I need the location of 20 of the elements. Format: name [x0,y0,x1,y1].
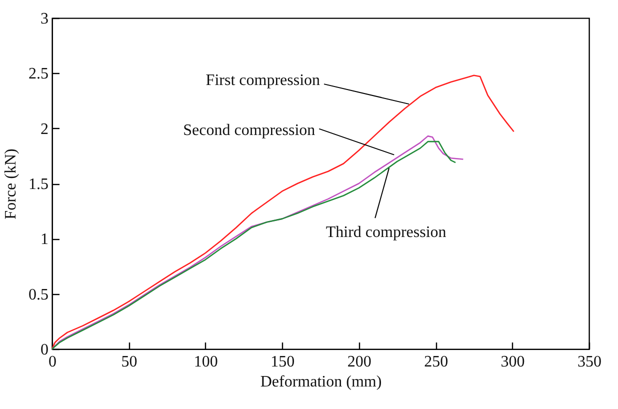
x-tick-label: 50 [121,354,138,370]
y-tick-label: 1 [40,231,48,248]
line-series [51,74,514,350]
annotation: Third compression [326,224,446,242]
x-axis-title: Deformation (mm) [260,374,382,390]
y-tick-label: 1.5 [28,176,48,193]
x-tick-label: 350 [578,354,602,370]
y-tick-label: 0 [40,342,48,358]
y-axis-title: Force (kN) [2,148,20,220]
y-tick-label: 3 [40,10,48,28]
y-tick-label: 2 [40,120,48,138]
y-tick-label: 2.5 [28,66,48,83]
annotation: Second compression [183,122,316,139]
annotation: First compression [206,72,320,90]
x-tick-label: 300 [500,354,525,370]
x-tick-label: 250 [424,354,448,370]
x-tick-label: 200 [347,354,372,370]
x-tick-label: 150 [270,354,295,370]
x-tick-label: 100 [194,354,218,370]
y-tick-label: 0.5 [28,286,48,304]
